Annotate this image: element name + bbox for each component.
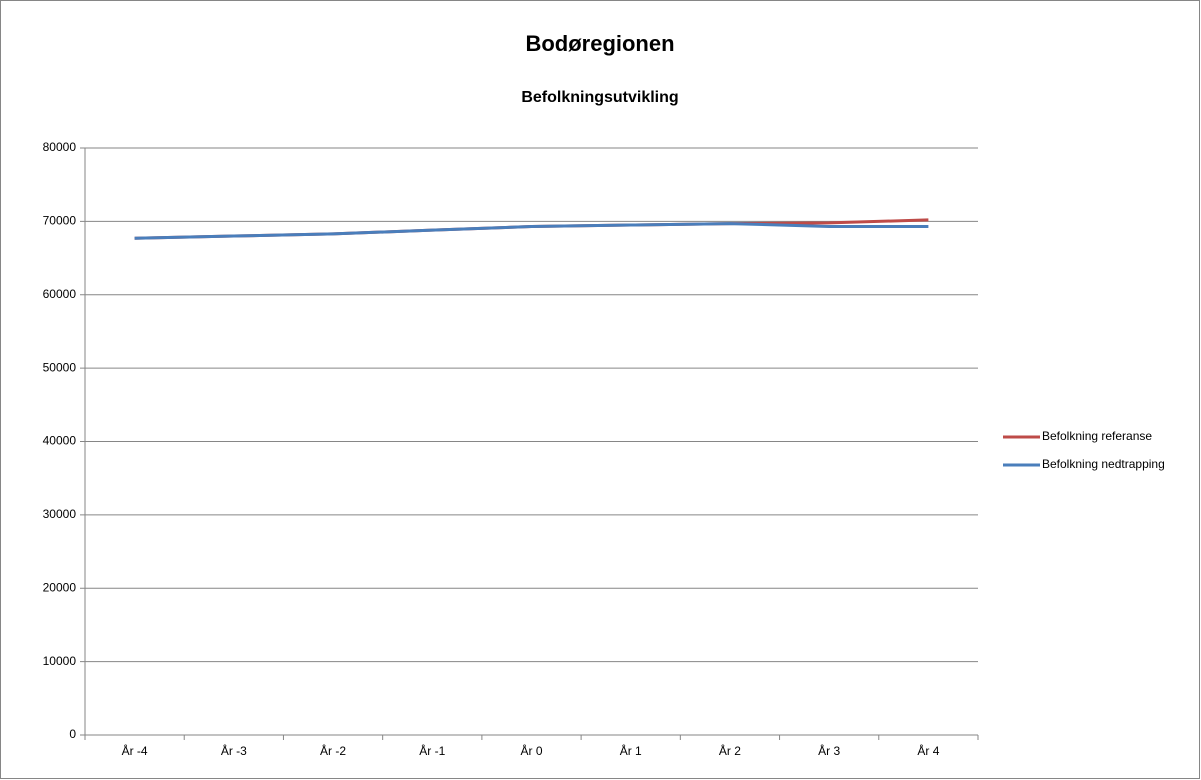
y-tick-label: 30000 bbox=[43, 507, 77, 521]
y-tick-label: 60000 bbox=[43, 287, 77, 301]
y-tick-label: 20000 bbox=[43, 580, 77, 594]
series-line bbox=[134, 222, 929, 240]
legend-label: Befolkning referanse bbox=[1042, 429, 1152, 443]
y-tick-label: 80000 bbox=[43, 140, 77, 154]
x-tick-label: År 3 bbox=[818, 743, 840, 758]
x-tick-label: År 2 bbox=[719, 743, 741, 758]
legend-label: Befolkning nedtrapping bbox=[1042, 457, 1165, 471]
x-tick-label: År -2 bbox=[320, 743, 346, 758]
chart-subtitle: Befolkningsutvikling bbox=[521, 89, 678, 106]
x-tick-label: År -1 bbox=[419, 743, 445, 758]
y-tick-label: 40000 bbox=[43, 434, 77, 448]
y-tick-label: 70000 bbox=[43, 214, 77, 228]
y-tick-label: 10000 bbox=[43, 654, 77, 668]
x-tick-label: År 4 bbox=[917, 743, 939, 758]
y-tick-label: 0 bbox=[69, 727, 76, 741]
chart-title: Bodøregionen bbox=[525, 31, 674, 56]
x-tick-label: År 1 bbox=[620, 743, 642, 758]
y-tick-label: 50000 bbox=[43, 360, 77, 374]
x-tick-label: År 0 bbox=[520, 743, 542, 758]
x-tick-label: År -4 bbox=[122, 743, 148, 758]
x-tick-label: År -3 bbox=[221, 743, 247, 758]
